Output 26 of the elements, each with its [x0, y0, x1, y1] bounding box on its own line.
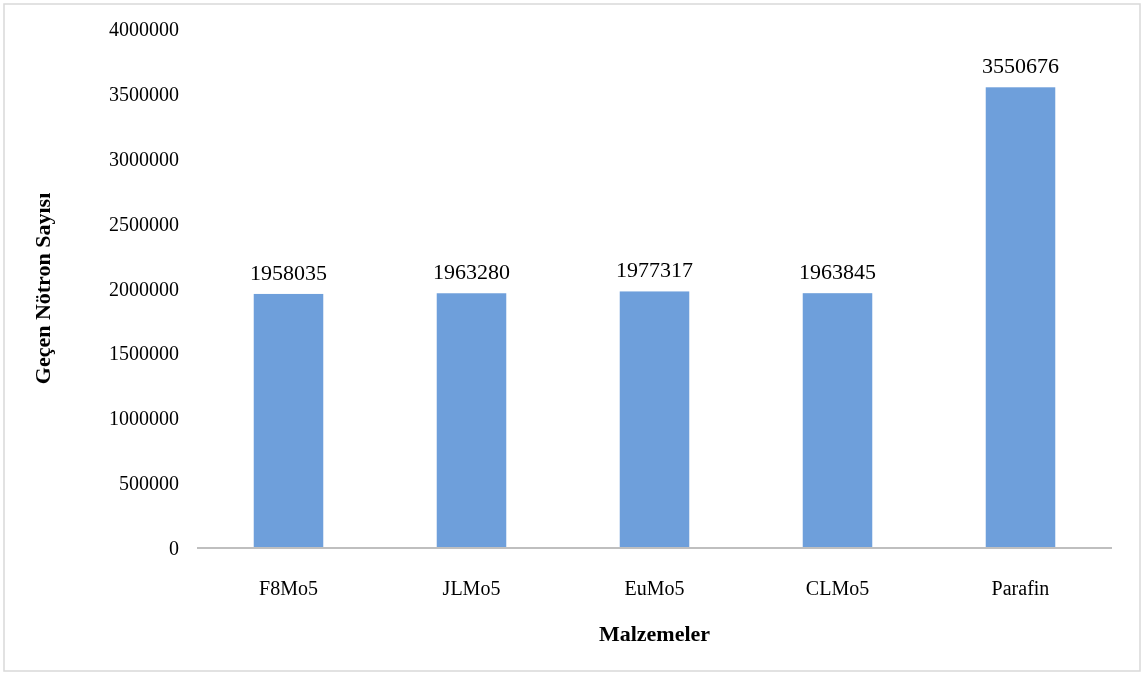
- data-label: 1977317: [616, 257, 693, 283]
- y-tick-label: 1000000: [109, 407, 179, 430]
- y-axis-title: Geçen Nötron Sayısı: [30, 192, 55, 385]
- y-tick-label: 2000000: [109, 277, 179, 300]
- y-tick-label: 2500000: [109, 212, 179, 235]
- bar: [619, 291, 690, 548]
- y-tick-label: 4000000: [109, 18, 179, 40]
- y-tick-label: 1500000: [109, 342, 179, 365]
- y-tick-label: 3000000: [109, 147, 179, 170]
- data-label: 1958035: [250, 259, 327, 285]
- y-tick-label: 3500000: [109, 82, 179, 105]
- data-label: 1963280: [433, 259, 510, 285]
- data-label: 3550676: [982, 53, 1059, 79]
- y-tick-label: 0: [169, 537, 179, 559]
- x-tick-label: JLMo5: [442, 577, 501, 599]
- y-tick-label: 500000: [119, 472, 179, 495]
- bar: [802, 293, 873, 548]
- bar: [985, 87, 1056, 548]
- bar: [253, 293, 324, 548]
- x-tick-label: CLMo5: [805, 577, 870, 599]
- x-axis-title: Malzemeler: [598, 621, 711, 646]
- x-tick-label: Parafin: [991, 577, 1050, 599]
- x-tick-label: F8Mo5: [259, 577, 318, 599]
- bar: [436, 293, 507, 548]
- x-tick-label: EuMo5: [624, 577, 685, 599]
- data-label: 1963845: [799, 259, 876, 285]
